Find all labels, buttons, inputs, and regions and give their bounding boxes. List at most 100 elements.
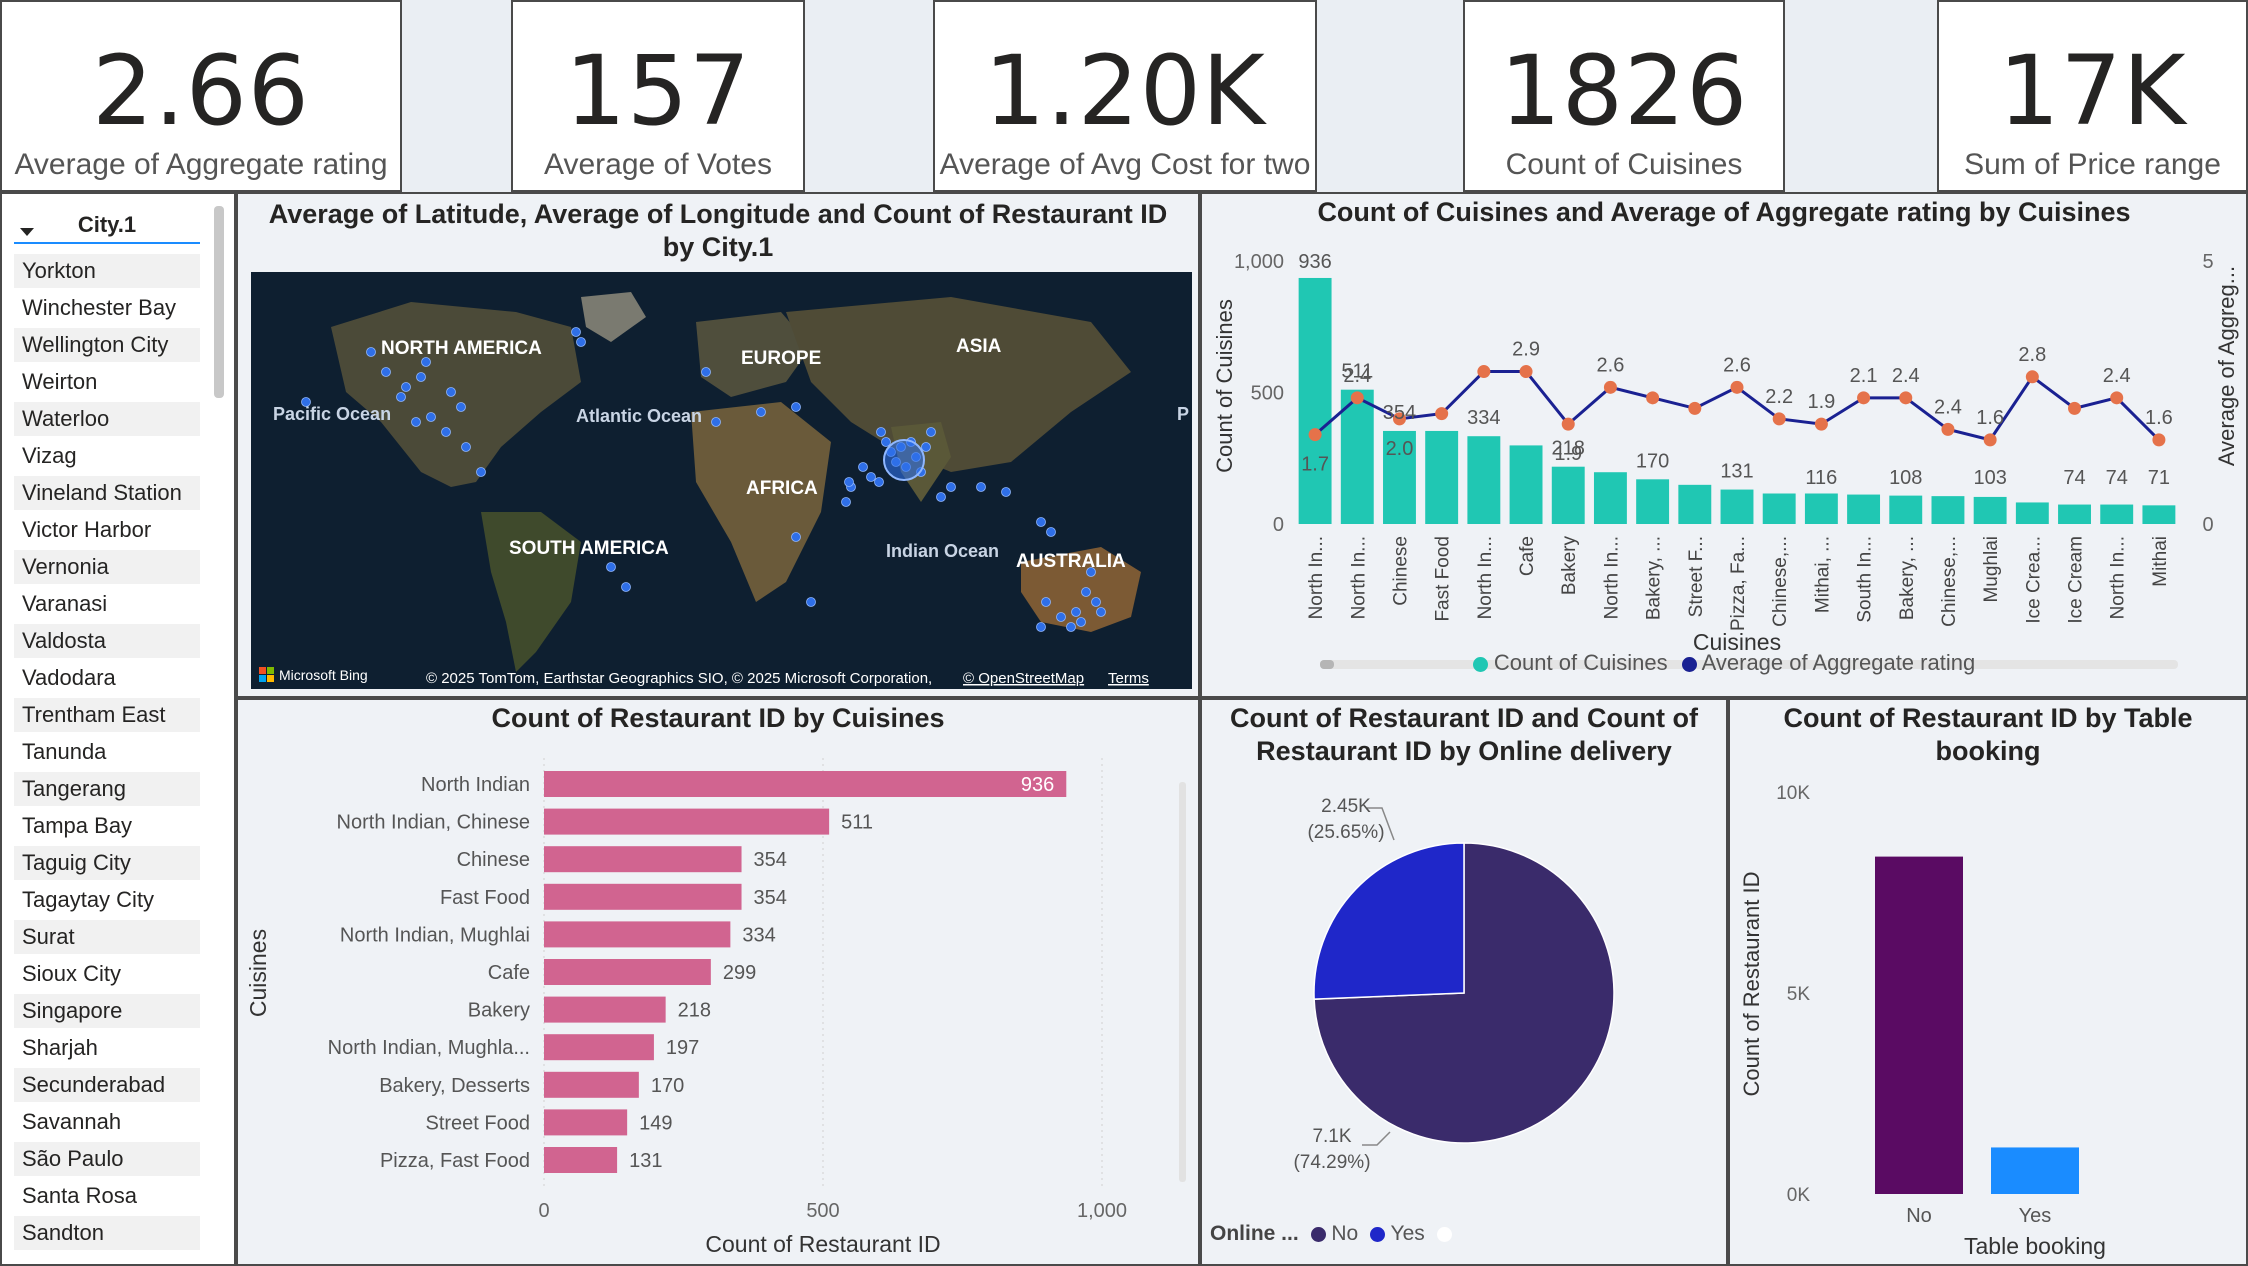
- count-bar[interactable]: [1931, 496, 1965, 524]
- terms-link[interactable]: Terms: [1108, 670, 1149, 687]
- restaurant-point[interactable]: [396, 392, 406, 402]
- restaurant-point[interactable]: [866, 472, 876, 482]
- restaurant-point[interactable]: [876, 427, 886, 437]
- count-bar[interactable]: [1383, 430, 1416, 524]
- rating-point[interactable]: [1688, 401, 1702, 415]
- slicer-item[interactable]: Victor Harbor: [22, 517, 152, 542]
- restaurant-point[interactable]: [844, 477, 854, 487]
- restaurant-point[interactable]: [301, 397, 311, 407]
- count-bar[interactable]: [1340, 389, 1374, 524]
- rating-point[interactable]: [1941, 422, 1955, 436]
- restaurant-point[interactable]: [1091, 597, 1101, 607]
- count-bar[interactable]: [1425, 430, 1459, 524]
- restaurant-point[interactable]: [446, 387, 456, 397]
- table-booking-bar[interactable]: [1991, 1147, 2079, 1194]
- cuisine-bar[interactable]: [544, 996, 666, 1023]
- count-bar[interactable]: [2058, 504, 2091, 524]
- count-bar[interactable]: [1847, 494, 1881, 524]
- rating-point[interactable]: [2068, 401, 2082, 415]
- restaurant-point[interactable]: [1001, 487, 1011, 497]
- rating-point[interactable]: [1857, 391, 1871, 405]
- slicer-item[interactable]: Sharjah: [22, 1035, 98, 1060]
- chevron-down-icon[interactable]: [20, 228, 34, 236]
- slicer-item[interactable]: Vernonia: [14, 550, 200, 584]
- rating-point[interactable]: [1772, 412, 1786, 426]
- restaurant-point[interactable]: [756, 407, 766, 417]
- count-bar[interactable]: [1551, 466, 1585, 524]
- restaurant-point[interactable]: [791, 532, 801, 542]
- rating-point[interactable]: [1561, 417, 1575, 431]
- restaurant-point[interactable]: [366, 347, 376, 357]
- rating-point[interactable]: [1477, 365, 1491, 379]
- slicer-item[interactable]: Weirton: [22, 369, 98, 394]
- count-bar[interactable]: [1762, 493, 1796, 524]
- rating-point[interactable]: [1603, 380, 1617, 394]
- restaurant-point[interactable]: [411, 417, 421, 427]
- restaurant-point[interactable]: [1071, 607, 1081, 617]
- count-bar[interactable]: [1804, 493, 1838, 524]
- restaurant-point[interactable]: [381, 367, 391, 377]
- restaurant-point[interactable]: [791, 402, 801, 412]
- count-bar[interactable]: [1889, 495, 1923, 524]
- restaurant-point[interactable]: [946, 482, 956, 492]
- rating-point[interactable]: [1899, 391, 1913, 405]
- count-bar[interactable]: [2142, 505, 2176, 524]
- slicer-item[interactable]: Trentham East: [14, 698, 200, 732]
- restaurant-point[interactable]: [1066, 622, 1076, 632]
- cuisine-bar[interactable]: [544, 959, 711, 985]
- combo-scrollbar-thumb[interactable]: [1320, 660, 1334, 669]
- slicer-item[interactable]: Sandton: [14, 1216, 200, 1250]
- rating-point[interactable]: [1519, 365, 1533, 379]
- slicer-item[interactable]: Singapore: [14, 994, 200, 1028]
- slicer-item[interactable]: Vadodara: [22, 665, 116, 690]
- restaurant-point[interactable]: [571, 327, 581, 337]
- count-bar[interactable]: [2015, 502, 2049, 524]
- restaurant-point[interactable]: [401, 382, 411, 392]
- slicer-item[interactable]: Santa Rosa: [22, 1183, 137, 1208]
- restaurant-point[interactable]: [1081, 587, 1091, 597]
- cuisine-bar[interactable]: [544, 771, 1067, 797]
- legend-count-label[interactable]: Count of Cuisines: [1493, 650, 1668, 675]
- rating-point[interactable]: [2152, 433, 2166, 447]
- hbar-scrollbar[interactable]: [1179, 782, 1186, 1182]
- count-bar[interactable]: [1636, 479, 1670, 524]
- restaurant-point[interactable]: [701, 367, 711, 377]
- restaurant-point[interactable]: [806, 597, 816, 607]
- restaurant-point[interactable]: [1056, 612, 1066, 622]
- restaurant-point[interactable]: [456, 402, 466, 412]
- restaurant-point[interactable]: [1046, 527, 1056, 537]
- count-bar[interactable]: [1720, 489, 1754, 524]
- slicer-item[interactable]: Savannah: [22, 1109, 122, 1134]
- slicer-item[interactable]: Tagaytay City: [22, 887, 155, 912]
- combo-scrollbar[interactable]: [1320, 660, 2178, 669]
- legend-rating-label[interactable]: Average of Aggregate rating: [1701, 650, 1976, 675]
- restaurant-point[interactable]: [874, 477, 884, 487]
- slicer-item[interactable]: Vizag: [22, 443, 77, 468]
- cuisine-bar[interactable]: [544, 1071, 639, 1098]
- restaurant-point[interactable]: [426, 412, 436, 422]
- cuisine-bar[interactable]: [544, 1147, 618, 1173]
- restaurant-point[interactable]: [921, 442, 931, 452]
- restaurant-point[interactable]: [976, 482, 986, 492]
- osm-link[interactable]: © OpenStreetMap: [963, 670, 1084, 687]
- slicer-item[interactable]: Surat: [14, 920, 200, 954]
- slicer-item[interactable]: Wellington City: [14, 328, 200, 362]
- rating-point[interactable]: [2025, 370, 2039, 384]
- rating-point[interactable]: [2110, 391, 2124, 405]
- restaurant-point[interactable]: [1086, 567, 1096, 577]
- table-booking-bar[interactable]: [1875, 856, 1963, 1194]
- slicer-header[interactable]: City.1: [14, 208, 200, 244]
- restaurant-point[interactable]: [1036, 622, 1046, 632]
- count-bar[interactable]: [1467, 436, 1501, 524]
- rating-point[interactable]: [1730, 380, 1744, 394]
- cuisine-bar[interactable]: [544, 1109, 628, 1136]
- count-bar[interactable]: [1678, 484, 1712, 524]
- restaurant-point-large[interactable]: [883, 439, 925, 481]
- slicer-item[interactable]: Tanunda: [22, 739, 107, 764]
- pie-legend-no[interactable]: No: [1331, 1222, 1359, 1245]
- slicer-item[interactable]: Yorkton: [14, 254, 200, 288]
- restaurant-point[interactable]: [1041, 597, 1051, 607]
- slicer-item[interactable]: Varanasi: [22, 591, 108, 616]
- pie-slice-yes[interactable]: [1313, 842, 1465, 1000]
- slicer-item[interactable]: Tangerang: [14, 772, 200, 806]
